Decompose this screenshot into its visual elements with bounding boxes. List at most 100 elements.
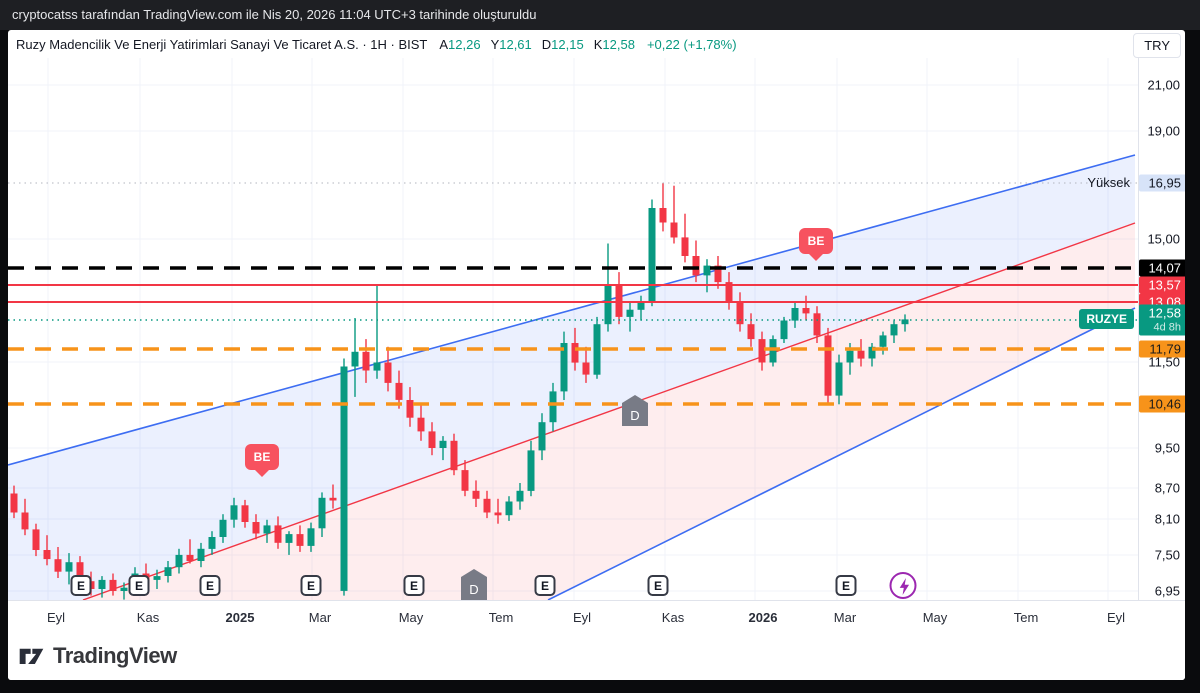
candle [483,498,491,513]
high-price-label: 16,95 [1139,174,1185,192]
candle [153,576,161,580]
level-price-label: 11,79 [1139,340,1185,358]
channel-lower-line[interactable] [547,307,1136,600]
time-tick-month: Mar [308,610,332,625]
candle [857,350,865,359]
chart-card: Ruzy Madencilik Ve Enerji Yatirimlari Sa… [8,30,1185,680]
open-value: 12,26 [448,36,481,52]
price-tick: 7,50 [1154,547,1180,563]
time-tick-month: May [922,610,948,625]
candle [824,335,832,396]
candle [428,431,436,448]
level-price-label: 10,46 [1139,395,1185,413]
close-label: K [593,36,603,52]
candle [32,529,40,550]
time-tick-month: Eyl [572,610,592,625]
earnings-badge[interactable]: E [300,575,322,596]
chart-plot-area[interactable]: Yüksek RUZYE BE BE D D E E E E E E E E [8,58,1138,600]
time-axis[interactable]: Eyl Kas 2025 Mar May Tem Eyl Kas 2026 Mar May Tem Ey… [8,600,1185,633]
earnings-badge[interactable]: E [835,575,857,596]
price-axis[interactable]: 21,00 19,00 15,00 11,50 9,50 8,70 8,10 7,50 6,95… [1138,58,1185,633]
candle [461,470,469,491]
candle [670,222,678,238]
time-tick-year: 2026 [748,610,778,625]
candle [21,512,29,530]
high-value: 12,61 [499,36,532,52]
candle [791,308,799,321]
share-banner: cryptocatss tarafından TradingView.com i… [0,0,1200,30]
candle [395,382,403,400]
time-tick-month: Kas [661,610,685,625]
ohlc-values: A12,26 Y12,61 D12,15 K12,58 [439,37,635,52]
candle [43,550,51,560]
price-tick: 15,00 [1147,231,1180,247]
price-tick: 8,10 [1154,511,1180,527]
price-tick: 6,95 [1154,583,1180,599]
candle [736,302,744,325]
candle [582,362,590,375]
candle [384,362,392,383]
candle [549,391,557,423]
candle [307,528,315,546]
earnings-badge[interactable]: E [128,575,150,596]
price-change: +0,22 (+1,78%) [646,36,737,52]
candle [593,324,601,375]
candle [318,497,326,529]
tradingview-logo[interactable]: TradingView [18,642,177,669]
candle [846,350,854,363]
chart-footer: TradingView [8,633,1185,680]
candle [219,519,227,537]
candle [208,537,216,549]
candle [274,525,282,543]
candle [571,343,579,363]
candlestick-chart [8,58,1138,600]
candle [54,559,62,572]
candle [439,440,447,448]
candle [120,587,128,591]
time-tick-year: 2025 [225,610,255,625]
earnings-badge[interactable]: E [534,575,556,596]
candle [494,512,502,516]
earnings-badge[interactable]: E [647,575,669,596]
candle [296,534,304,546]
candle [626,309,634,317]
candle [65,562,73,572]
candle [835,362,843,396]
candle [197,548,205,561]
price-tick: 8,70 [1154,480,1180,496]
candle [373,362,381,371]
candle [406,400,414,418]
currency-button[interactable]: TRY [1133,33,1181,58]
candle [164,567,172,576]
candle [703,265,711,276]
candle [252,522,260,534]
candle [417,417,425,432]
low-value: 12,15 [551,36,584,52]
time-tick-month: Eyl [1106,610,1126,625]
chart-legend[interactable]: Ruzy Madencilik Ve Enerji Yatirimlari Sa… [8,30,1138,58]
time-tick-month: Tem [1013,610,1039,625]
earnings-badge[interactable]: E [403,575,425,596]
candle [340,366,348,591]
candle [505,501,513,516]
candle [263,525,271,534]
candle [868,346,876,359]
earnings-breakeven-badge[interactable]: BE [245,444,279,470]
candle [362,351,370,371]
earnings-badge[interactable]: E [70,575,92,596]
time-tick-month: Eyl [46,610,66,625]
candle [560,343,568,392]
time-tick-month: Tem [488,610,514,625]
candle [186,554,194,561]
earnings-badge[interactable]: E [199,575,221,596]
event-lightning-badge[interactable] [889,572,917,599]
price-tick: 21,00 [1147,77,1180,93]
tradingview-logo-text: TradingView [53,642,177,668]
candle [472,490,480,499]
channel-upper-line[interactable] [8,154,1136,466]
high-price-text: Yüksek [1087,175,1130,190]
time-tick-month: May [398,610,424,625]
candle [76,562,84,582]
candle [450,440,458,471]
earnings-breakeven-badge[interactable]: BE [799,228,833,254]
